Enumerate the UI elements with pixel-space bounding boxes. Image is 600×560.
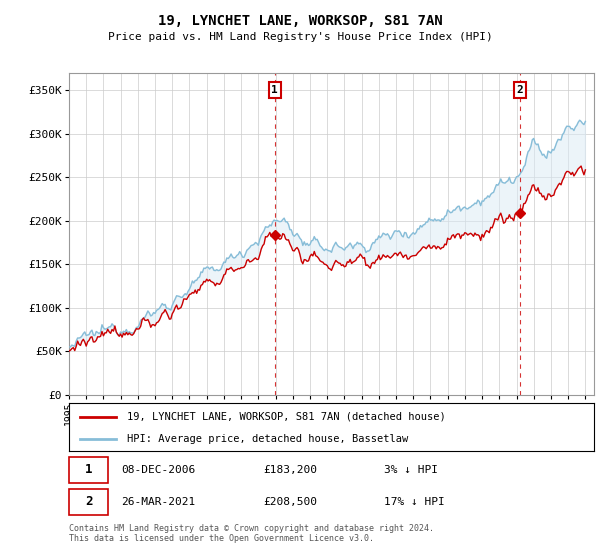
- Text: HPI: Average price, detached house, Bassetlaw: HPI: Average price, detached house, Bass…: [127, 434, 408, 444]
- Text: £183,200: £183,200: [263, 465, 317, 475]
- Text: 2: 2: [85, 496, 92, 508]
- Text: 08-DEC-2006: 08-DEC-2006: [121, 465, 196, 475]
- Text: 26-MAR-2021: 26-MAR-2021: [121, 497, 196, 507]
- Text: 3% ↓ HPI: 3% ↓ HPI: [384, 465, 438, 475]
- Text: Price paid vs. HM Land Registry's House Price Index (HPI): Price paid vs. HM Land Registry's House …: [107, 32, 493, 42]
- Text: £208,500: £208,500: [263, 497, 317, 507]
- Text: 1: 1: [271, 85, 278, 95]
- Text: 19, LYNCHET LANE, WORKSOP, S81 7AN (detached house): 19, LYNCHET LANE, WORKSOP, S81 7AN (deta…: [127, 412, 445, 422]
- Text: 2: 2: [517, 85, 523, 95]
- Text: Contains HM Land Registry data © Crown copyright and database right 2024.
This d: Contains HM Land Registry data © Crown c…: [69, 524, 434, 543]
- Text: 1: 1: [85, 463, 92, 476]
- Text: 19, LYNCHET LANE, WORKSOP, S81 7AN: 19, LYNCHET LANE, WORKSOP, S81 7AN: [158, 14, 442, 28]
- Text: 17% ↓ HPI: 17% ↓ HPI: [384, 497, 445, 507]
- FancyBboxPatch shape: [69, 489, 109, 515]
- FancyBboxPatch shape: [69, 457, 109, 483]
